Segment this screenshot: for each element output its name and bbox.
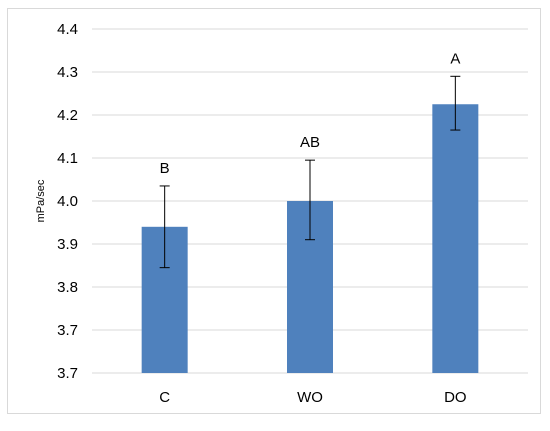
- x-category-label: C: [159, 389, 170, 406]
- y-tick-label: 4.1: [57, 150, 78, 167]
- y-tick-label: 3.8: [57, 279, 78, 296]
- labels: 3.7 3.7 3.8 3.9 4.0 4.1 4.2 4.3 4.4 B C AB WO A DO: [57, 21, 466, 406]
- significance-letter: B: [160, 160, 170, 177]
- y-tick-label: 3.9: [57, 236, 78, 253]
- x-category-label: WO: [297, 389, 323, 406]
- y-tick-label: 3.7: [57, 365, 78, 382]
- y-tick-label: 4.3: [57, 64, 78, 81]
- y-tick-label: 4.4: [57, 21, 78, 38]
- x-category-label: DO: [444, 389, 467, 406]
- y-axis-label: mPa/sec: [35, 179, 47, 222]
- y-tick-label: 3.7: [57, 322, 78, 339]
- y-tick-label: 4.2: [57, 107, 78, 124]
- bar: [432, 104, 479, 373]
- y-tick-label: 4.0: [57, 193, 78, 210]
- error-bars: [159, 75, 461, 269]
- significance-letter: A: [450, 50, 460, 67]
- significance-letter: AB: [300, 134, 320, 151]
